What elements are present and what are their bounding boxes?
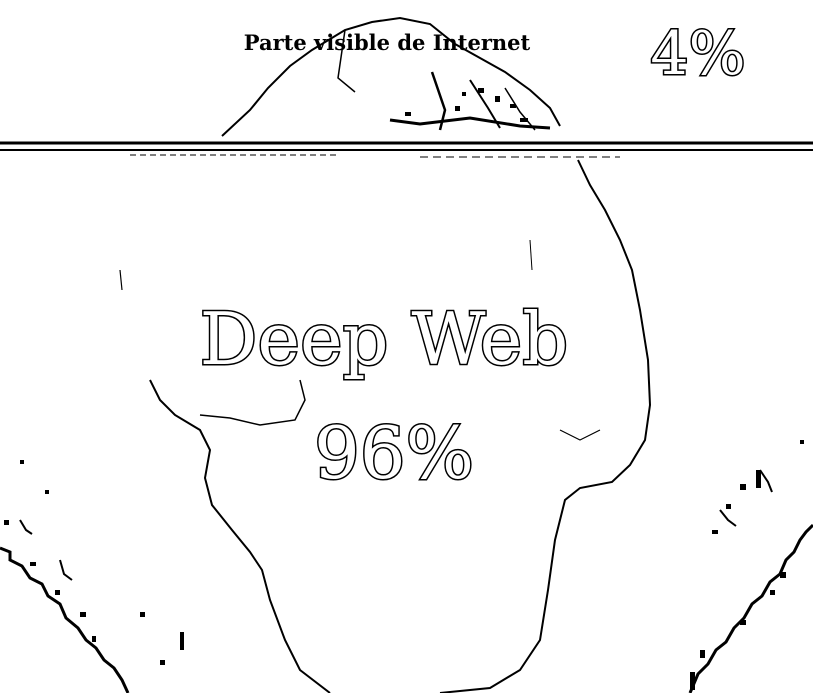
iceberg-tip (221, 16, 561, 137)
iceberg-tip-texture (405, 88, 528, 122)
seabed-left (0, 519, 130, 693)
deep-web-percent: 96% (314, 411, 474, 495)
deep-web-label: Deep Web (200, 297, 569, 381)
visible-part-label: Parte visible de Internet (244, 30, 531, 55)
visible-part-percent: 4% (650, 19, 745, 89)
seabed-left-texture (4, 460, 184, 665)
waterline (0, 141, 813, 158)
seabed-right (688, 469, 813, 693)
seabed-right-texture (690, 440, 804, 690)
iceberg-submerged (119, 159, 652, 693)
